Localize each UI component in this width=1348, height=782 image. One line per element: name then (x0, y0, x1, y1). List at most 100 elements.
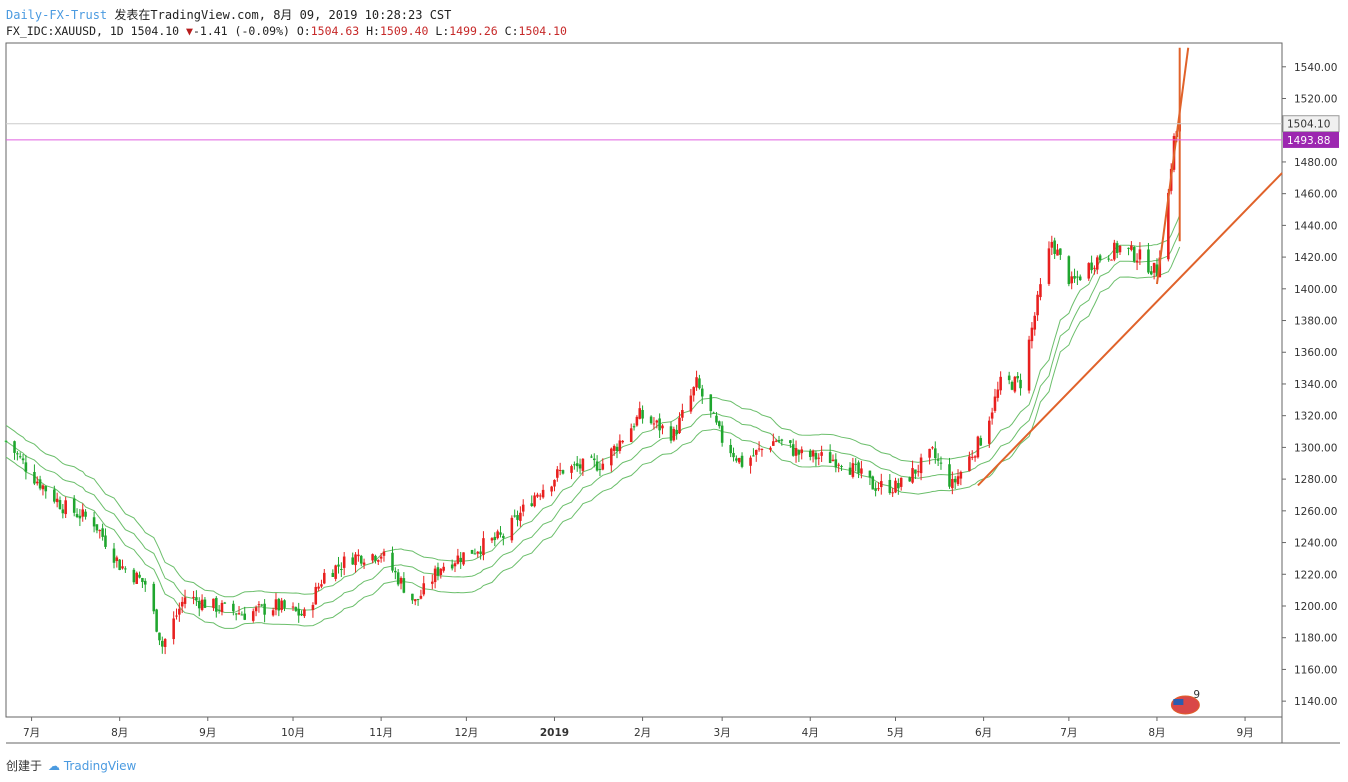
candle-body (223, 602, 227, 604)
candle-body (399, 577, 403, 584)
tradingview-brand[interactable]: TradingView (63, 759, 137, 773)
candle-body (615, 446, 619, 451)
candle-body (558, 470, 562, 472)
y-tick-label: 1240.00 (1294, 538, 1337, 550)
y-tick-label: 1300.00 (1294, 442, 1337, 454)
candle-body (618, 440, 622, 451)
x-tick-label: 4月 (802, 727, 819, 739)
candle-body (510, 517, 514, 541)
candle-body (536, 494, 539, 497)
candle-body (314, 586, 318, 605)
candle-body (570, 466, 573, 473)
candle-body (220, 602, 224, 613)
candles-group[interactable] (4, 119, 1181, 655)
candle-body (911, 468, 914, 483)
x-tick-label: 9月 (1236, 727, 1253, 739)
candle-body (340, 568, 343, 570)
candle-body (320, 584, 323, 587)
y-tick-label: 1220.00 (1294, 569, 1337, 581)
candle-body (718, 421, 721, 427)
candle-body (115, 557, 119, 562)
y-tick-label: 1360.00 (1294, 347, 1337, 359)
candle-body (638, 408, 642, 419)
x-tick-label: 9月 (199, 727, 216, 739)
candle-body (1152, 262, 1156, 273)
candle-body (999, 376, 1002, 391)
candle-body (61, 509, 65, 514)
published-info: 发表在TradingView.com, 8月 09, 2019 10:28:23… (114, 8, 452, 22)
candle-body (1090, 262, 1093, 271)
x-tick-label: 11月 (369, 727, 393, 739)
candle-body (948, 464, 951, 487)
candle-body (112, 548, 116, 563)
author-link[interactable]: Daily-FX-Trust (6, 8, 108, 22)
candle-body (232, 603, 235, 612)
y-tick-label: 1380.00 (1294, 316, 1337, 328)
candle-body (820, 452, 823, 456)
candle-body (1039, 284, 1042, 298)
y-tick-label: 1160.00 (1294, 664, 1337, 676)
marked-price-tag (1283, 131, 1339, 148)
symbol-label[interactable]: FX_IDC:XAUUSD, 1D (6, 24, 124, 38)
candle-body (1095, 257, 1099, 270)
candle-body (55, 498, 59, 503)
candle-body (163, 639, 167, 647)
x-tick-label: 6月 (975, 727, 992, 739)
candle-body (1135, 260, 1139, 263)
candle-body (212, 598, 215, 608)
y-tick-label: 1180.00 (1294, 633, 1337, 645)
last-price-tag (1282, 115, 1340, 133)
price-axis[interactable]: 1140.00 1160.00 1180.00 1200.00 1220.00 1240.… (6, 62, 1340, 708)
candle-body (482, 538, 485, 555)
candle-body (496, 531, 499, 539)
x-tick-label: 7月 (1060, 727, 1077, 739)
candle-body (436, 567, 440, 576)
candle-body (152, 583, 156, 612)
candle-body (516, 515, 519, 520)
candle-body (155, 609, 158, 632)
candle-body (1067, 256, 1071, 285)
candle-body (814, 452, 818, 460)
candle-body (217, 609, 221, 611)
candle-body (371, 554, 374, 561)
time-axis[interactable]: 7月 8月 9月 10月 11月 12月 2019 2月 3月 4月 5月 6月 7月 8月 9月 (23, 717, 1254, 739)
candle-body (419, 595, 423, 599)
candle-body (891, 492, 894, 494)
candle-body (720, 425, 724, 443)
candle-body (240, 614, 244, 616)
candle-body (1047, 248, 1051, 284)
event-badge[interactable]: 9 (1170, 689, 1200, 715)
candle-body (897, 483, 900, 489)
x-tick-label: 7月 (23, 727, 40, 739)
candle-body (18, 456, 22, 458)
candle-body (1130, 245, 1133, 250)
trend-lines[interactable] (977, 47, 1283, 487)
candle-body (1070, 276, 1073, 284)
candle-body (4, 440, 8, 442)
tradingview-logo-icon[interactable]: ☁ TradingView (48, 759, 137, 773)
candle-body (1093, 267, 1096, 269)
x-tick-label: 8月 (1148, 727, 1165, 739)
x-tick-label: 2月 (634, 727, 651, 739)
candle-body (590, 456, 593, 458)
candle-body (124, 568, 127, 570)
candle-body (1073, 276, 1076, 279)
candle-body (396, 572, 400, 585)
candle-body (735, 458, 738, 461)
candle-body (21, 458, 25, 461)
candle-body (874, 488, 877, 491)
candle-body (857, 462, 860, 474)
candle-body (442, 566, 445, 571)
candle-body (1019, 379, 1022, 389)
candle-body (635, 416, 639, 426)
candle-body (351, 557, 354, 565)
candle-body (831, 459, 835, 461)
candle-body (183, 597, 187, 604)
candle-body (456, 555, 460, 564)
candle-body (988, 420, 991, 444)
candle-body (374, 555, 377, 561)
candle-body (172, 618, 175, 640)
candle-body (58, 500, 62, 509)
candle-body (459, 557, 462, 563)
